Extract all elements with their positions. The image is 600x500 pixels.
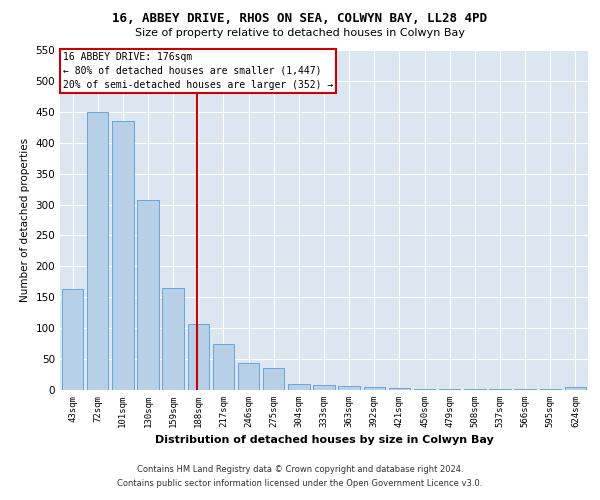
Text: 16 ABBEY DRIVE: 176sqm
← 80% of detached houses are smaller (1,447)
20% of semi-: 16 ABBEY DRIVE: 176sqm ← 80% of detached… bbox=[62, 52, 333, 90]
Bar bbox=[288, 384, 310, 390]
Bar bbox=[338, 386, 360, 390]
Bar bbox=[439, 389, 460, 390]
Bar bbox=[238, 364, 259, 390]
Bar bbox=[62, 289, 83, 390]
Text: Size of property relative to detached houses in Colwyn Bay: Size of property relative to detached ho… bbox=[135, 28, 465, 38]
Text: Contains HM Land Registry data © Crown copyright and database right 2024.
Contai: Contains HM Land Registry data © Crown c… bbox=[118, 466, 482, 487]
Y-axis label: Number of detached properties: Number of detached properties bbox=[20, 138, 30, 302]
Bar bbox=[313, 385, 335, 390]
Bar bbox=[364, 387, 385, 390]
X-axis label: Distribution of detached houses by size in Colwyn Bay: Distribution of detached houses by size … bbox=[155, 436, 493, 446]
Bar bbox=[112, 121, 134, 390]
Bar bbox=[565, 387, 586, 390]
Bar bbox=[137, 200, 158, 390]
Bar bbox=[87, 112, 109, 390]
Bar bbox=[188, 324, 209, 390]
Bar bbox=[263, 368, 284, 390]
Text: 16, ABBEY DRIVE, RHOS ON SEA, COLWYN BAY, LL28 4PD: 16, ABBEY DRIVE, RHOS ON SEA, COLWYN BAY… bbox=[113, 12, 487, 26]
Bar bbox=[213, 344, 234, 390]
Bar bbox=[389, 388, 410, 390]
Bar bbox=[163, 288, 184, 390]
Bar bbox=[414, 389, 435, 390]
